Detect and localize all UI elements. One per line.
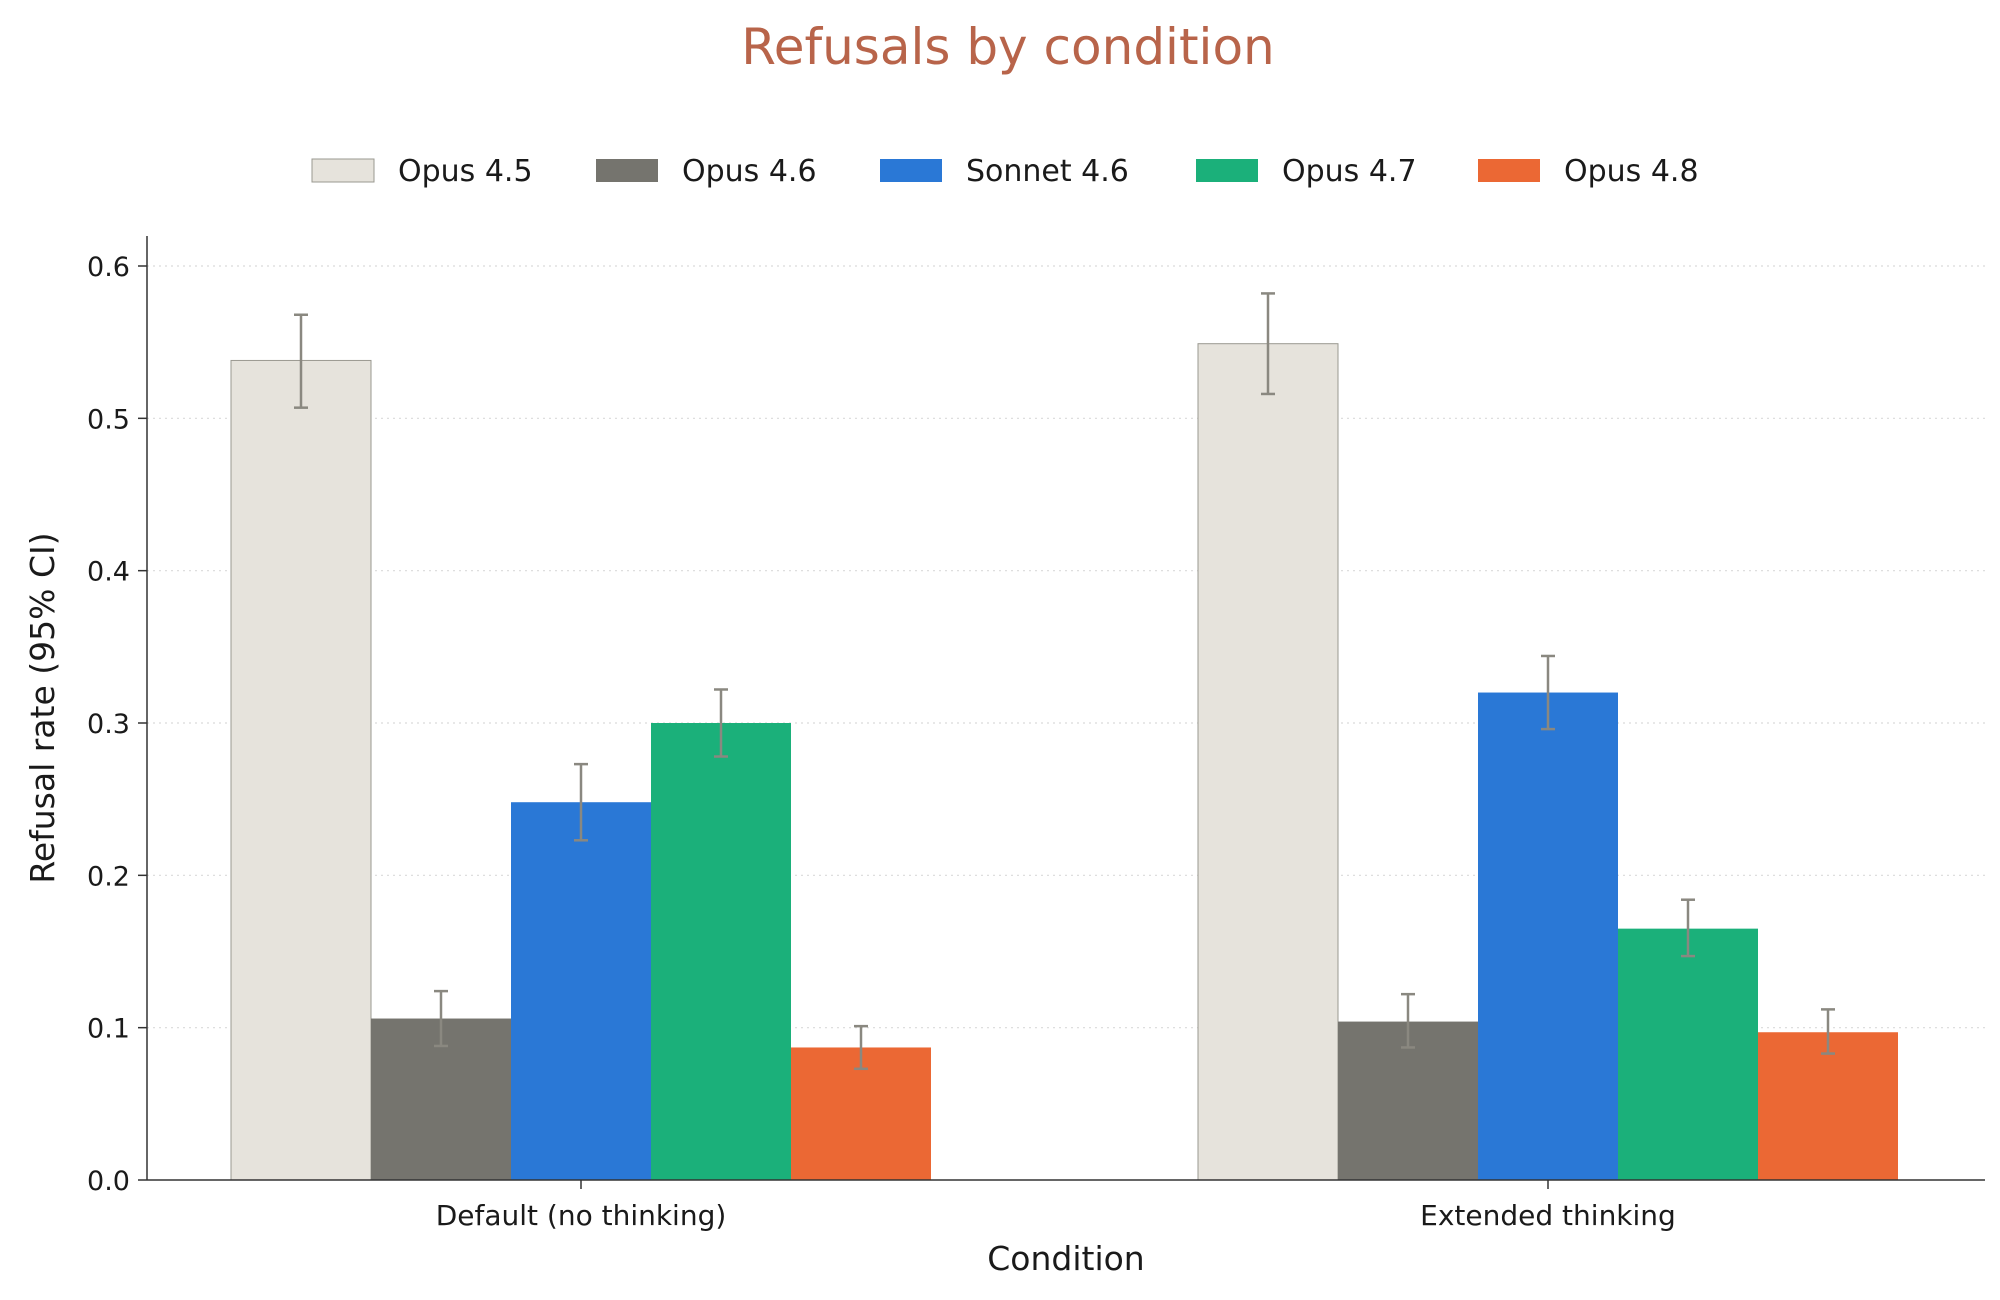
- bar: [1478, 692, 1618, 1180]
- legend-swatch: [596, 159, 658, 182]
- x-tick-label: Default (no thinking): [436, 1199, 727, 1232]
- legend-swatch: [1196, 159, 1258, 182]
- y-tick-label: 0.3: [87, 709, 130, 740]
- x-tick-label: Extended thinking: [1420, 1199, 1676, 1232]
- legend-item: Opus 4.5: [311, 154, 533, 189]
- y-tick-label: 0.1: [87, 1014, 130, 1045]
- chart-title: Refusals by condition: [741, 18, 1274, 76]
- legend-swatch: [1478, 159, 1540, 182]
- y-tick-label: 0.2: [87, 861, 130, 892]
- bar: [651, 723, 791, 1180]
- legend: Opus 4.5 Opus 4.6 Sonnet 4.6 Opus 4.7 Opus 4…: [311, 154, 1699, 189]
- y-axis-label: Refusal rate (95% CI): [23, 532, 62, 883]
- legend-label: Opus 4.8: [1564, 154, 1699, 189]
- axes: [146, 236, 1985, 1181]
- error-bars: [294, 292, 1835, 1071]
- bar: [511, 802, 651, 1180]
- legend-item: Sonnet 4.6: [880, 154, 1129, 189]
- legend-label: Opus 4.5: [398, 154, 533, 189]
- bars: [230, 343, 1898, 1181]
- gridlines: [147, 265, 1985, 1029]
- bar: [1618, 928, 1758, 1180]
- legend-label: Opus 4.6: [682, 154, 817, 189]
- bar: [1197, 343, 1339, 1181]
- bar: [1758, 1032, 1898, 1180]
- legend-item: Opus 4.7: [1196, 154, 1417, 189]
- x-ticks: Default (no thinking) Extended thinking: [436, 1180, 1676, 1232]
- y-tick-label: 0.0: [87, 1166, 130, 1197]
- legend-item: Opus 4.8: [1478, 154, 1699, 189]
- legend-item: Opus 4.6: [596, 154, 817, 189]
- y-tick-label: 0.4: [87, 557, 130, 588]
- y-tick-label: 0.6: [87, 252, 130, 283]
- legend-swatch: [311, 158, 375, 183]
- legend-label: Sonnet 4.6: [966, 154, 1129, 189]
- y-tick-label: 0.5: [87, 404, 130, 435]
- bar: [230, 359, 372, 1181]
- legend-swatch: [880, 159, 942, 182]
- x-axis-label: Condition: [987, 1239, 1144, 1278]
- y-ticks: 0.0 0.1 0.2 0.3 0.4 0.5 0.6: [87, 252, 147, 1197]
- legend-label: Opus 4.7: [1282, 154, 1417, 189]
